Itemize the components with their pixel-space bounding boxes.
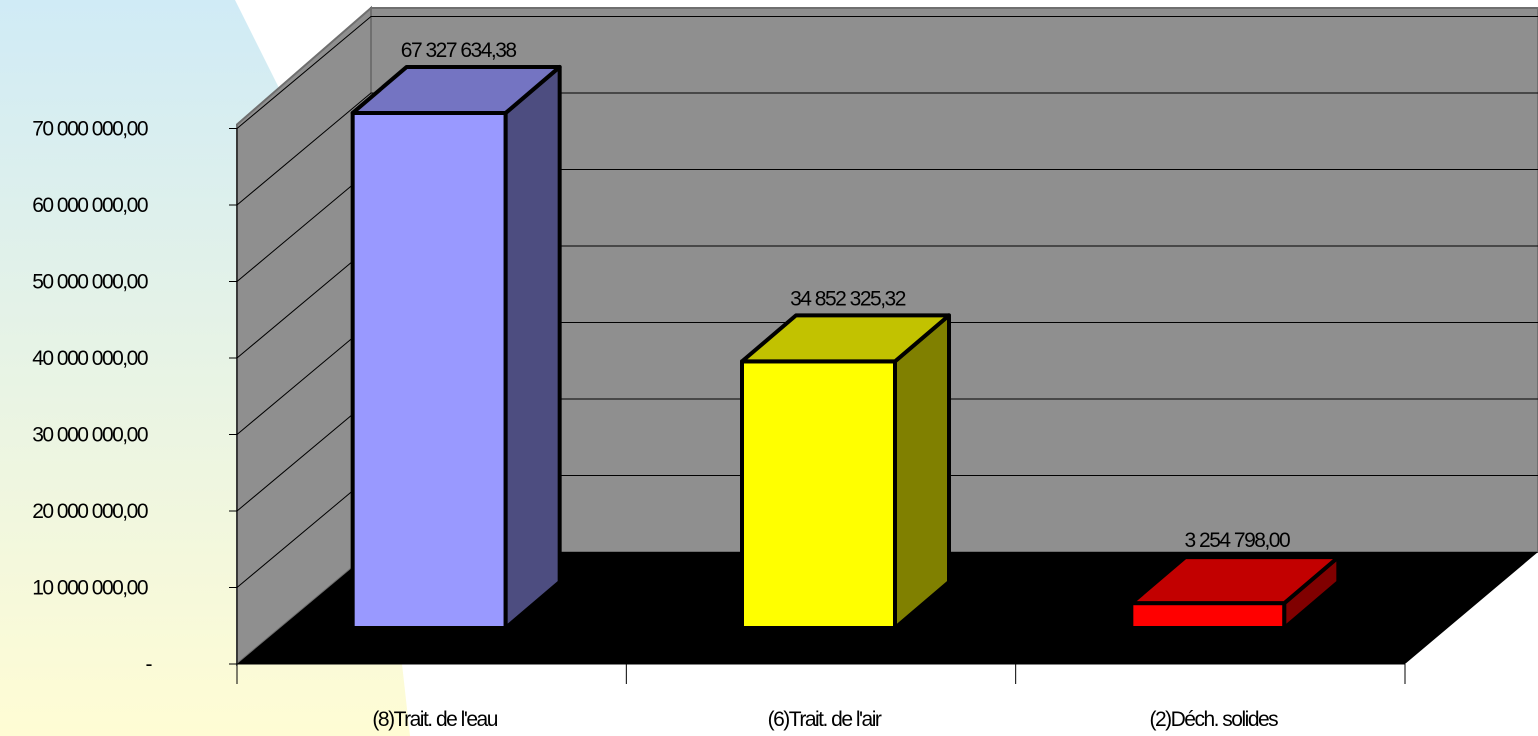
bar-front <box>1129 601 1287 630</box>
data-label: 34 852 325,32 <box>790 287 906 310</box>
bar-top <box>740 313 951 364</box>
bar <box>740 313 951 630</box>
y-tick-label: 20 000 000,00 <box>32 500 148 523</box>
data-label: 67 327 634,38 <box>401 39 517 62</box>
bar-top <box>350 64 562 115</box>
bar <box>350 64 562 630</box>
y-tick-label: 10 000 000,00 <box>32 577 148 600</box>
gridline <box>236 92 1538 206</box>
bar-top <box>1129 555 1341 606</box>
chart-walls <box>236 5 1538 667</box>
y-tick-label: 50 000 000,00 <box>32 271 148 294</box>
bar-front <box>350 110 508 630</box>
data-labels: 67 327 634,38 34 852 325,32 3 254 798,00 <box>401 39 1292 552</box>
y-axis: - 10 000 000,00 20 000 000,00 30 000 000,00… <box>32 118 238 676</box>
y-tick-label: 60 000 000,00 <box>32 194 148 217</box>
bar-front <box>740 359 897 630</box>
y-tick-label: 40 000 000,00 <box>32 347 148 370</box>
y-tick-label: 70 000 000,00 <box>32 118 148 141</box>
x-tick-label: (2)Déch. solides <box>1149 708 1278 731</box>
gridline <box>236 16 1538 129</box>
bars <box>350 64 1341 630</box>
y-tick-label: 30 000 000,00 <box>32 424 148 447</box>
x-axis: (8)Trait. de l'eau (6)Trait. de l'air (2)D… <box>236 663 1406 731</box>
data-label: 3 254 798,00 <box>1185 529 1290 552</box>
bar-side <box>503 64 562 630</box>
y-tick-label: - <box>146 653 153 676</box>
bar-side <box>893 313 951 630</box>
x-tick-label: (8)Trait. de l'eau <box>372 708 497 731</box>
bar <box>1129 555 1341 630</box>
x-tick-label: (6)Trait. de l'air <box>768 708 882 731</box>
